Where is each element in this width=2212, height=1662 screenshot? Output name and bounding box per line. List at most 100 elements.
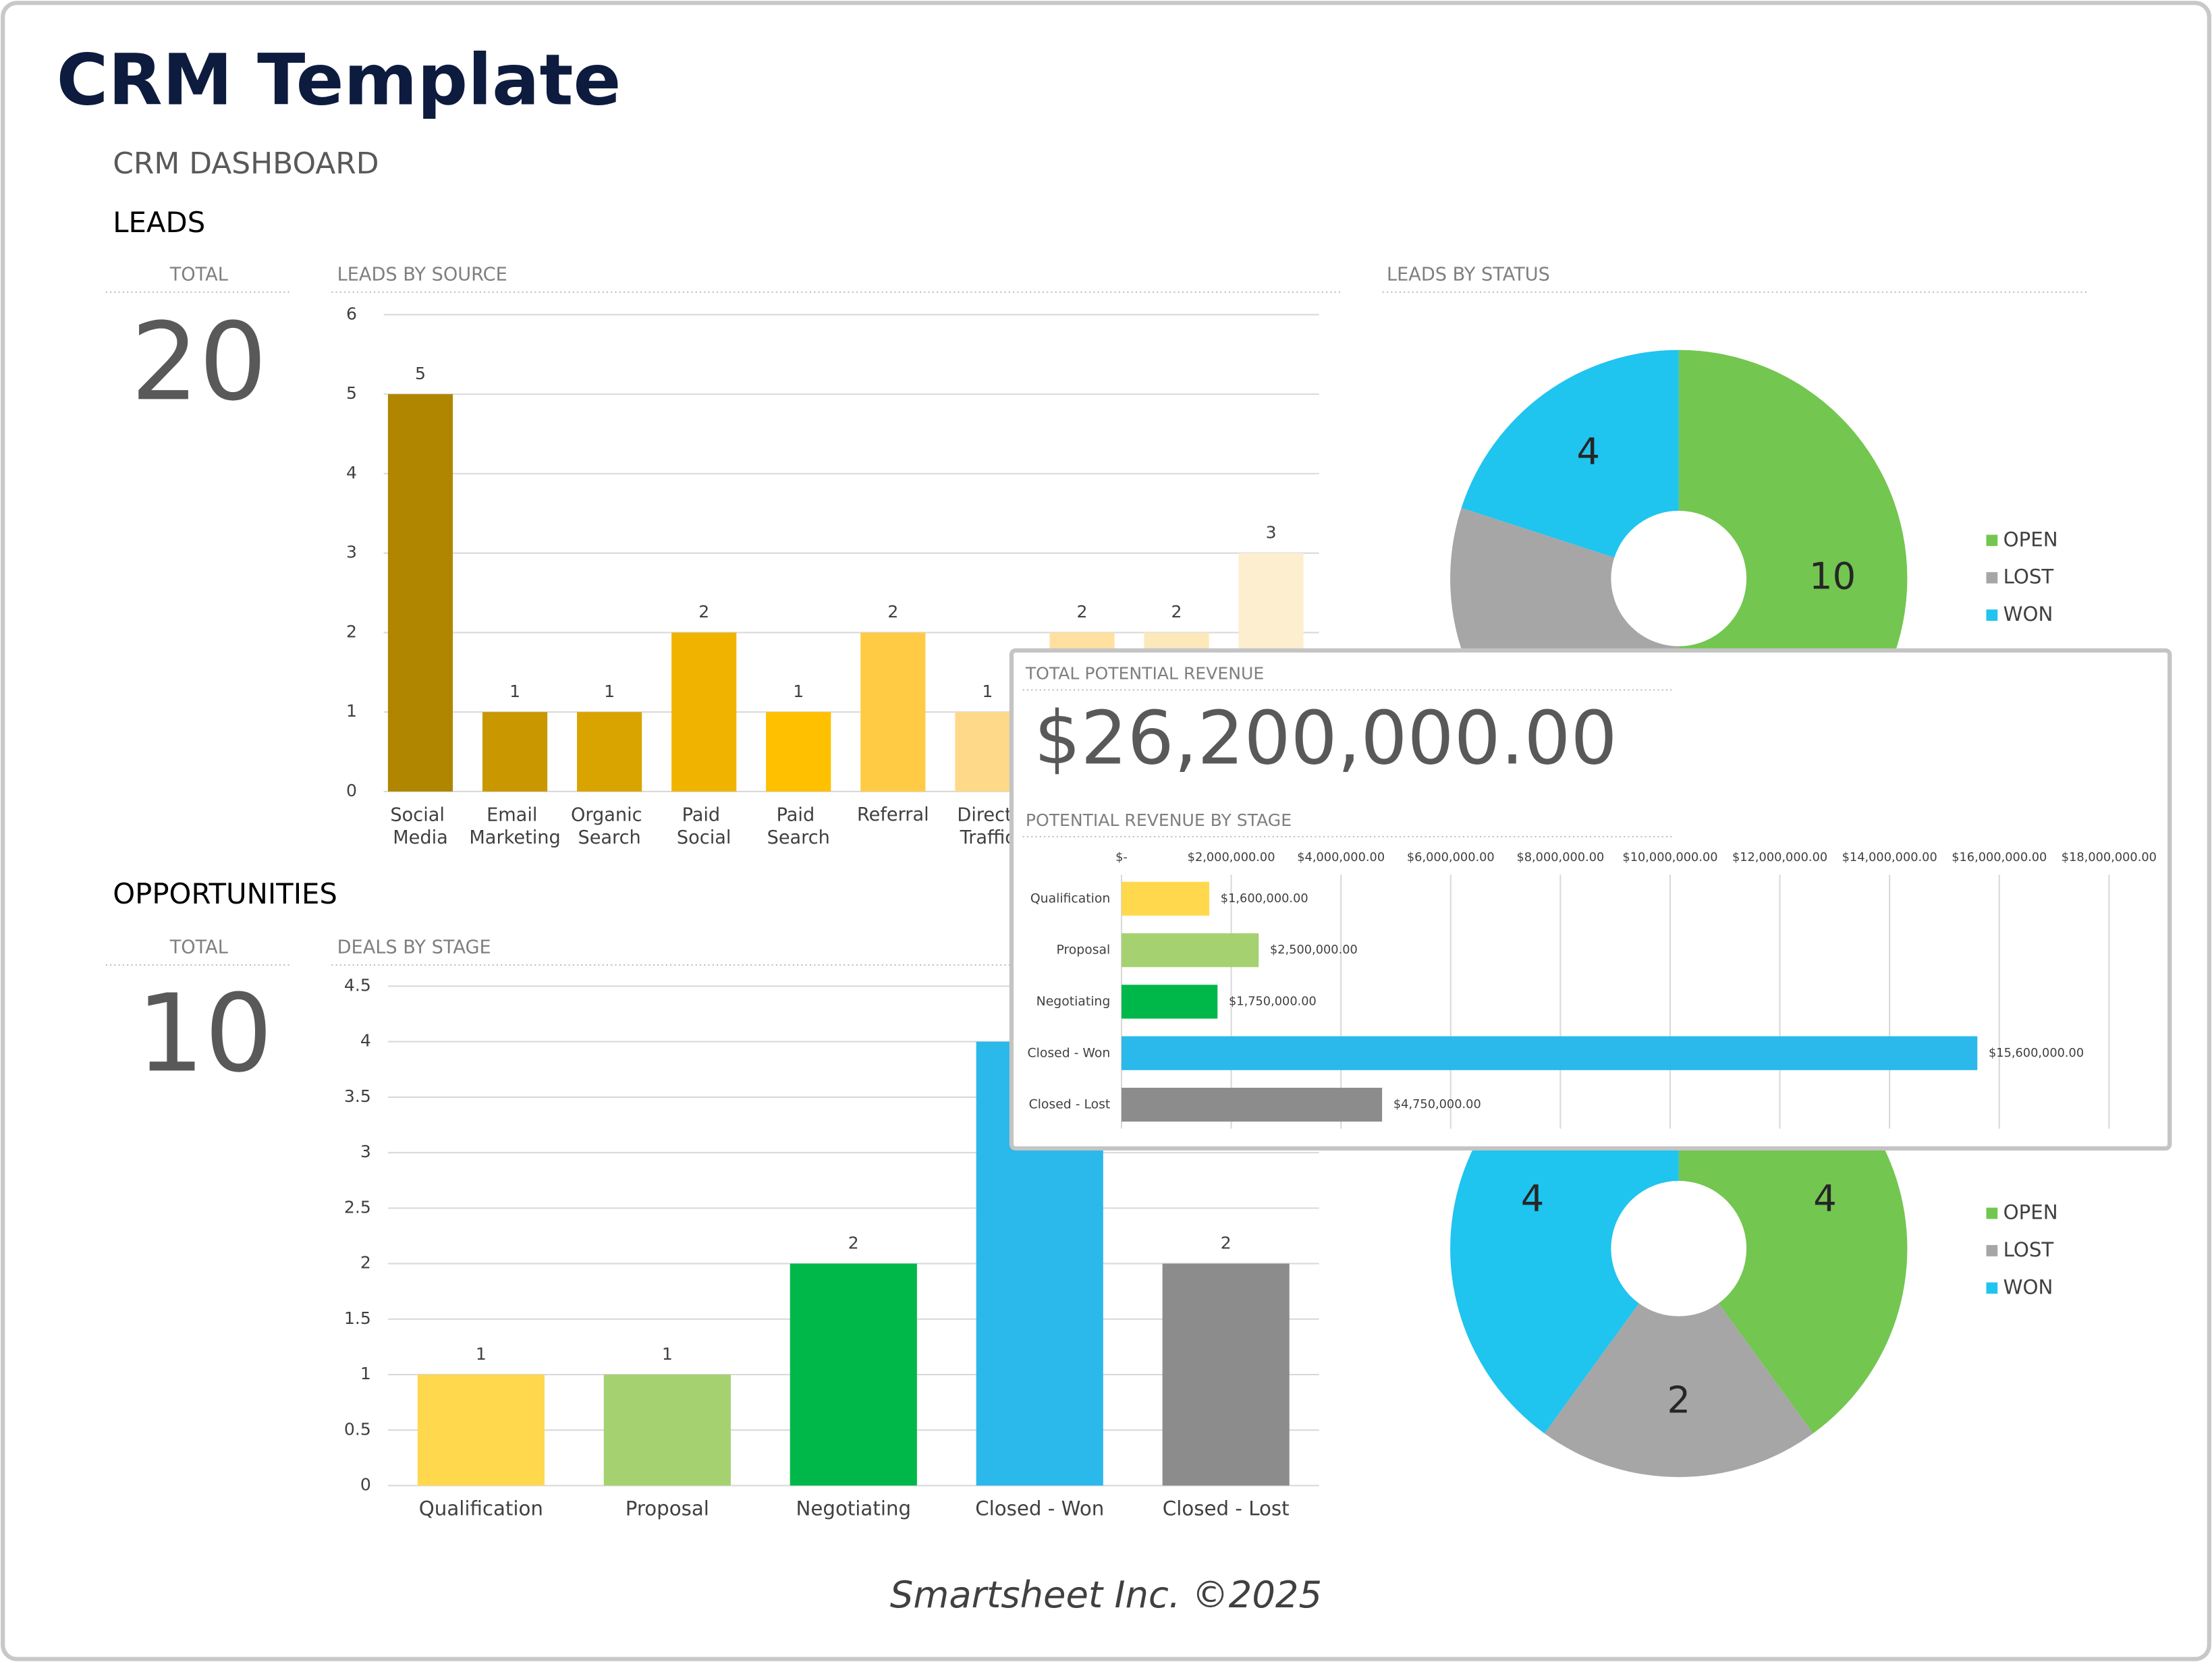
slice-label: 4 [1521,1178,1545,1220]
bar [955,712,1020,792]
slice-label: 4 [1577,431,1601,473]
y-tick-label: 2 [360,1253,371,1273]
x-tick-label: Qualification [419,1497,543,1520]
bar-value-label: 3 [1266,522,1277,542]
section-heading: LEADS [113,206,205,239]
popup-frame [1009,648,2172,1151]
revenue-popup: TOTAL POTENTIAL REVENUE $26,200,000.00 P… [1009,648,2172,1151]
y-tick-label: 1 [346,701,357,721]
x-tick-line: Search [578,827,640,848]
x-tick-label: $4,000,000.00 [1297,851,1385,864]
legend-label: OPEN [2003,1201,2058,1224]
x-tick-label: Paid Social [677,804,731,848]
x-tick-label: Social Media [390,804,450,848]
x-tick-line: Traffic [960,827,1016,848]
bar-value-label: 1 [982,682,993,701]
legend-swatch [1986,609,1998,621]
y-tick-label: Qualification [1030,891,1110,906]
x-tick-label: $14,000,000.00 [1842,851,1937,864]
y-tick-label: Closed - Won [1027,1046,1110,1060]
bar-value-label: 2 [1171,602,1182,621]
y-tick-label: 3 [346,543,357,562]
bar-value-label: 2 [848,1233,859,1252]
legend-label: WON [2003,603,2053,626]
subtitle: CRM DASHBOARD [113,146,379,181]
legend-label: LOST [2003,1238,2054,1261]
bar [387,394,453,792]
x-tick-label: Proposal [626,1497,709,1520]
bar [1121,933,1259,968]
y-tick-label: Proposal [1056,943,1110,958]
bar-value-label: $1,750,000.00 [1229,995,1317,1008]
bar-value-label: 1 [509,682,520,701]
x-tick-line: Organic [571,804,648,825]
slice-label: 4 [1813,1178,1837,1220]
total-value: 10 [136,972,273,1096]
bar [860,632,926,792]
bar [577,712,642,792]
revenue-label: TOTAL POTENTIAL REVENUE [1025,663,1264,683]
y-tick-label: 5 [346,383,357,403]
x-tick-line: Media [393,827,448,848]
bar [766,712,831,792]
bar-value-label: $2,500,000.00 [1270,943,1358,957]
pie-slice [1461,350,1679,558]
x-tick-label: Referral [857,804,929,825]
chart-title: DEALS BY STAGE [337,937,491,958]
x-tick-label: Direct Traffic [957,804,1018,848]
x-tick-line: Marketing [469,827,560,848]
legend-label: WON [2003,1275,2053,1298]
footer: Smartsheet Inc. ©2025 [890,1574,1322,1616]
y-tick-label: Closed - Lost [1029,1098,1111,1112]
x-tick-label: Negotiating [796,1497,912,1520]
legend-label: LOST [2003,565,2054,588]
y-tick-label: 2 [346,621,357,641]
y-tick-label: 0 [346,781,357,800]
bar [417,1375,545,1486]
x-tick-label: Closed - Lost [1163,1497,1290,1520]
y-tick-label: 3.5 [344,1086,371,1106]
legend-swatch [1986,534,1998,547]
bar-value-label: $4,750,000.00 [1393,1098,1481,1111]
chart-title: LEADS BY SOURCE [337,264,507,285]
revenue-total: $26,200,000.00 [1034,696,1617,781]
bar [482,712,548,792]
x-tick-line: Direct [957,804,1018,825]
total-value: 20 [131,300,267,424]
page-title: CRM Template [57,38,621,121]
x-tick-label: $10,000,000.00 [1622,851,1717,864]
bar [1121,1087,1383,1122]
legend-swatch [1986,1207,1998,1219]
x-tick-line: Social [390,804,450,825]
bar [790,1263,917,1486]
legend-swatch [1986,1282,1998,1294]
bar-value-label: 1 [604,682,615,701]
x-tick-label: Organic Search [571,804,648,848]
legend-swatch [1986,1245,1998,1256]
y-tick-label: 1 [360,1364,371,1383]
x-tick-label: $- [1115,851,1128,864]
bar [1121,985,1218,1019]
bar-value-label: 2 [1076,602,1087,621]
section-heading: OPPORTUNITIES [113,877,337,910]
total-label: TOTAL [169,937,228,958]
y-tick-label: 0.5 [344,1419,371,1439]
y-tick-label: 4 [346,463,357,482]
y-tick-label: 6 [346,304,357,323]
legend-swatch [1986,572,1998,584]
y-tick-label: 3 [360,1142,371,1161]
bar-value-label: 5 [415,364,426,383]
y-tick-label: 4 [360,1031,371,1051]
x-tick-label: Email Marketing [469,804,560,848]
bar [1121,1036,1978,1070]
y-tick-label: 4.5 [344,975,371,995]
x-tick-line: Paid [777,804,821,825]
x-tick-line: Social [677,827,731,848]
x-tick-label: $18,000,000.00 [2062,851,2157,864]
y-tick-label: 2.5 [344,1197,371,1217]
x-tick-label: $8,000,000.00 [1516,851,1604,864]
chart-title: POTENTIAL REVENUE BY STAGE [1026,810,1292,830]
bar [603,1375,731,1486]
x-tick-line: Search [767,827,830,848]
